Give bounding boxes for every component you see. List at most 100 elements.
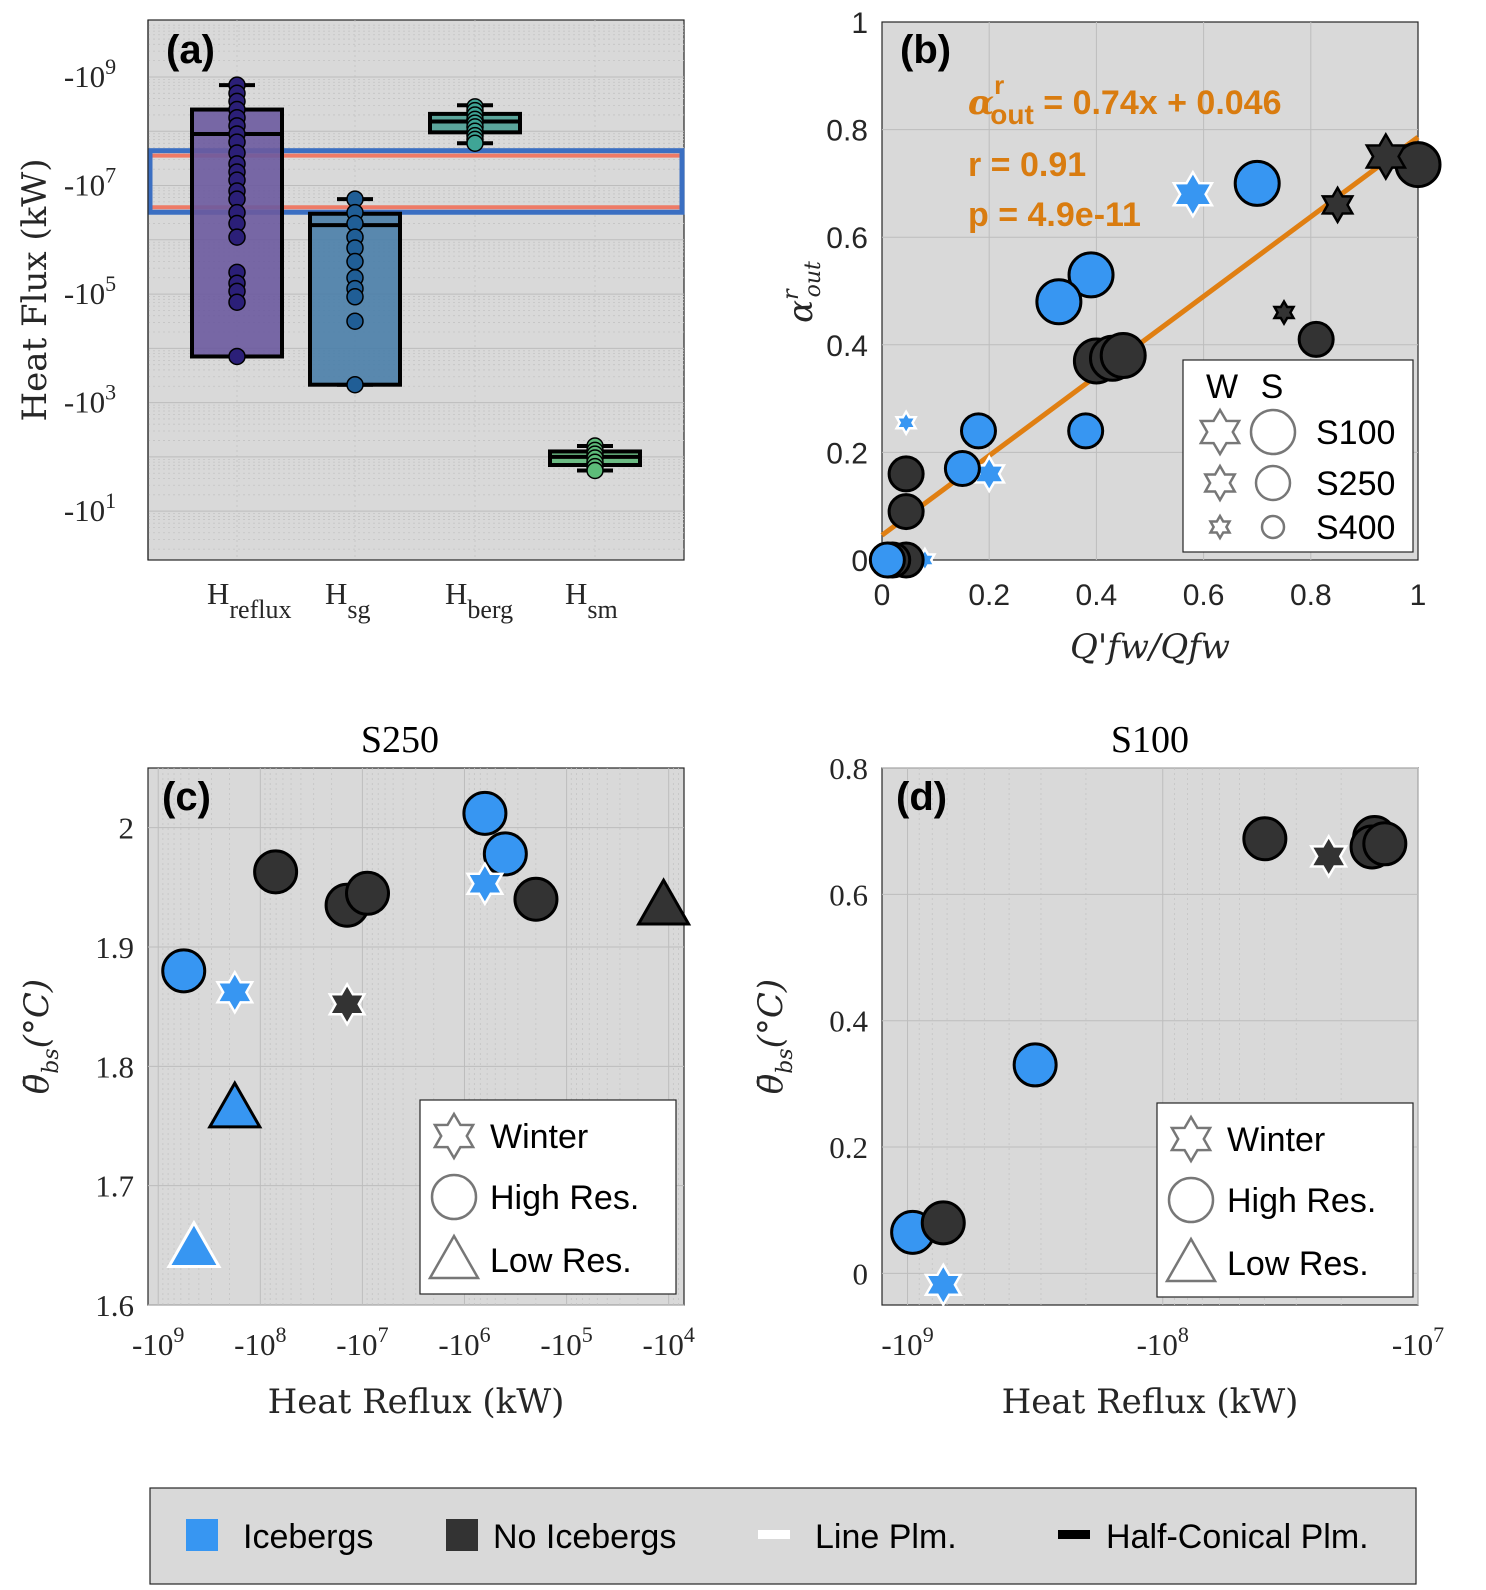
y-tick-label: 1.7 xyxy=(95,1169,134,1204)
box-H_sg xyxy=(308,190,402,394)
panel-c: -109 -108 -107 -106 -105 -104 1.6 1.7 1.8 1.9 2 Win… xyxy=(17,719,695,1422)
box-H_berg xyxy=(428,98,522,152)
scatter-star xyxy=(1309,833,1349,879)
y-tick-label: 0.2 xyxy=(829,1130,868,1165)
x-tick-label: Hsm xyxy=(565,576,618,624)
panel-d: -109 -108 -107 0 0.2 0.4 0.6 0.8 Winter High Res.… xyxy=(751,719,1444,1422)
high-res-circle-icon xyxy=(430,1173,478,1221)
x-tick-label: -107 xyxy=(336,1322,388,1362)
scatter-point xyxy=(253,849,299,895)
marker-legend: Winter High Res. Low Res. xyxy=(1156,1102,1414,1298)
x-tick-label: -108 xyxy=(1137,1322,1189,1362)
scatter-point xyxy=(1242,816,1288,862)
y-tick-label: 0.4 xyxy=(829,1004,868,1039)
panel-title: S250 xyxy=(361,719,439,761)
half-conical-plume-label: Half-Conical Plm. xyxy=(1106,1518,1369,1556)
x-axis-label: Heat Reflux (kW) xyxy=(268,1382,565,1422)
x-tick-label: 0.8 xyxy=(1290,579,1332,612)
x-tick-label: Hreflux xyxy=(207,576,291,624)
x-tick-label: Hsg xyxy=(325,576,371,624)
panel-b: 0 0.2 0.4 0.6 0.8 1 0 0.2 0.4 0.6 0.8 1 αr out = 0.74… xyxy=(779,7,1442,667)
y-tick-label: -105 xyxy=(64,271,116,311)
x-tick-label: -107 xyxy=(1392,1322,1444,1362)
box-H_reflux xyxy=(190,76,284,366)
line-plume-swatch xyxy=(758,1530,790,1539)
data-point xyxy=(346,288,364,306)
x-tick-label: -109 xyxy=(132,1322,184,1362)
y-tick-label: 0.8 xyxy=(826,115,868,148)
scatter-star xyxy=(923,1262,963,1308)
low-res-triangle-icon xyxy=(1164,1236,1218,1283)
x-tick-label: -105 xyxy=(540,1322,592,1362)
winter-star-icon xyxy=(432,1111,476,1161)
x-axis-label: Heat Reflux (kW) xyxy=(1002,1382,1299,1422)
scatter-point xyxy=(868,541,906,579)
y-tick-label: 0.8 xyxy=(829,751,868,786)
y-tick-label: 1 xyxy=(851,7,868,40)
legend-s-header: S xyxy=(1261,368,1284,406)
y-axis-label: Heat Flux (kW) xyxy=(15,159,55,422)
scatter-star xyxy=(1364,132,1408,181)
marker-legend: Winter High Res. Low Res. xyxy=(419,1099,677,1295)
x-tick-label: -106 xyxy=(438,1322,490,1362)
x-tick-label: 0.6 xyxy=(1183,579,1225,612)
scatter-point xyxy=(1067,412,1105,450)
legend-label: Low Res. xyxy=(490,1242,632,1280)
scatter-star xyxy=(1171,169,1215,219)
fit-equation: αr out = 0.74x + 0.046 xyxy=(968,70,1282,130)
scatter-star xyxy=(327,981,367,1027)
legend-row-label: S250 xyxy=(1316,465,1395,503)
scatter-triangle xyxy=(635,877,692,926)
scatter-star xyxy=(894,409,918,437)
y-tick-label: 0 xyxy=(851,545,868,578)
panel-label: (d) xyxy=(896,775,947,819)
scatter-point xyxy=(462,790,508,836)
panel-a: -109 -107 -105 -103 -101 Hreflux Hsg Hberg Hsm (a… xyxy=(15,19,685,624)
scatter-star xyxy=(1320,185,1355,225)
bottom-legend: Icebergs No Icebergs Line Plm. Half-Coni… xyxy=(149,1487,1417,1585)
box-H_sm xyxy=(548,437,642,480)
scatter-point xyxy=(887,455,925,493)
half-conical-plume-swatch xyxy=(1058,1530,1090,1539)
y-tick-label: 1.9 xyxy=(95,930,134,965)
legend-star-icon xyxy=(1208,513,1232,541)
scatter-point xyxy=(920,1200,966,1246)
panel-title: S100 xyxy=(1111,719,1189,761)
no-icebergs-label: No Icebergs xyxy=(493,1518,676,1556)
x-tick-label: 0.2 xyxy=(968,579,1010,612)
y-axis-label: θ̄bs(°C) xyxy=(751,979,798,1094)
y-tick-label: -101 xyxy=(64,488,116,528)
legend-row-label: S100 xyxy=(1316,414,1395,452)
legend-w-header: W xyxy=(1206,368,1238,406)
x-tick-label: -108 xyxy=(234,1322,286,1362)
legend-circle-icon xyxy=(1254,464,1292,502)
y-tick-label: 0.2 xyxy=(826,437,868,470)
size-legend: W S S100 S250 S400 xyxy=(1182,359,1414,553)
scatter-point xyxy=(482,831,528,877)
fit-p-value: p = 4.9e-11 xyxy=(968,196,1141,234)
scatter-triangle xyxy=(207,1080,263,1129)
data-point xyxy=(346,312,364,330)
high-res-circle-icon xyxy=(1167,1176,1215,1224)
fit-r-value: r = 0.91 xyxy=(968,146,1086,184)
scatter-point xyxy=(1233,159,1281,207)
scatter-point xyxy=(1067,251,1115,299)
legend-row-label: S400 xyxy=(1316,509,1395,547)
scatter-point xyxy=(959,412,997,450)
scatter-point xyxy=(161,948,207,994)
data-point xyxy=(228,228,246,246)
y-tick-label: 0.6 xyxy=(829,877,868,912)
data-point xyxy=(228,347,246,366)
scatter-point xyxy=(1297,320,1335,358)
y-tick-label: 0 xyxy=(853,1256,869,1291)
y-axis-label: θ̄bs(°C) xyxy=(17,979,64,1094)
x-axis-label: Q'fw/Qfw xyxy=(1070,627,1230,667)
legend-label: High Res. xyxy=(1227,1182,1376,1220)
y-tick-label: 2 xyxy=(119,811,135,846)
x-tick-label: -104 xyxy=(643,1322,695,1362)
x-tick-label: Hberg xyxy=(445,576,513,624)
legend-circle-icon xyxy=(1260,514,1286,540)
line-plume-label: Line Plm. xyxy=(815,1518,957,1556)
y-tick-label: 0.6 xyxy=(826,222,868,255)
